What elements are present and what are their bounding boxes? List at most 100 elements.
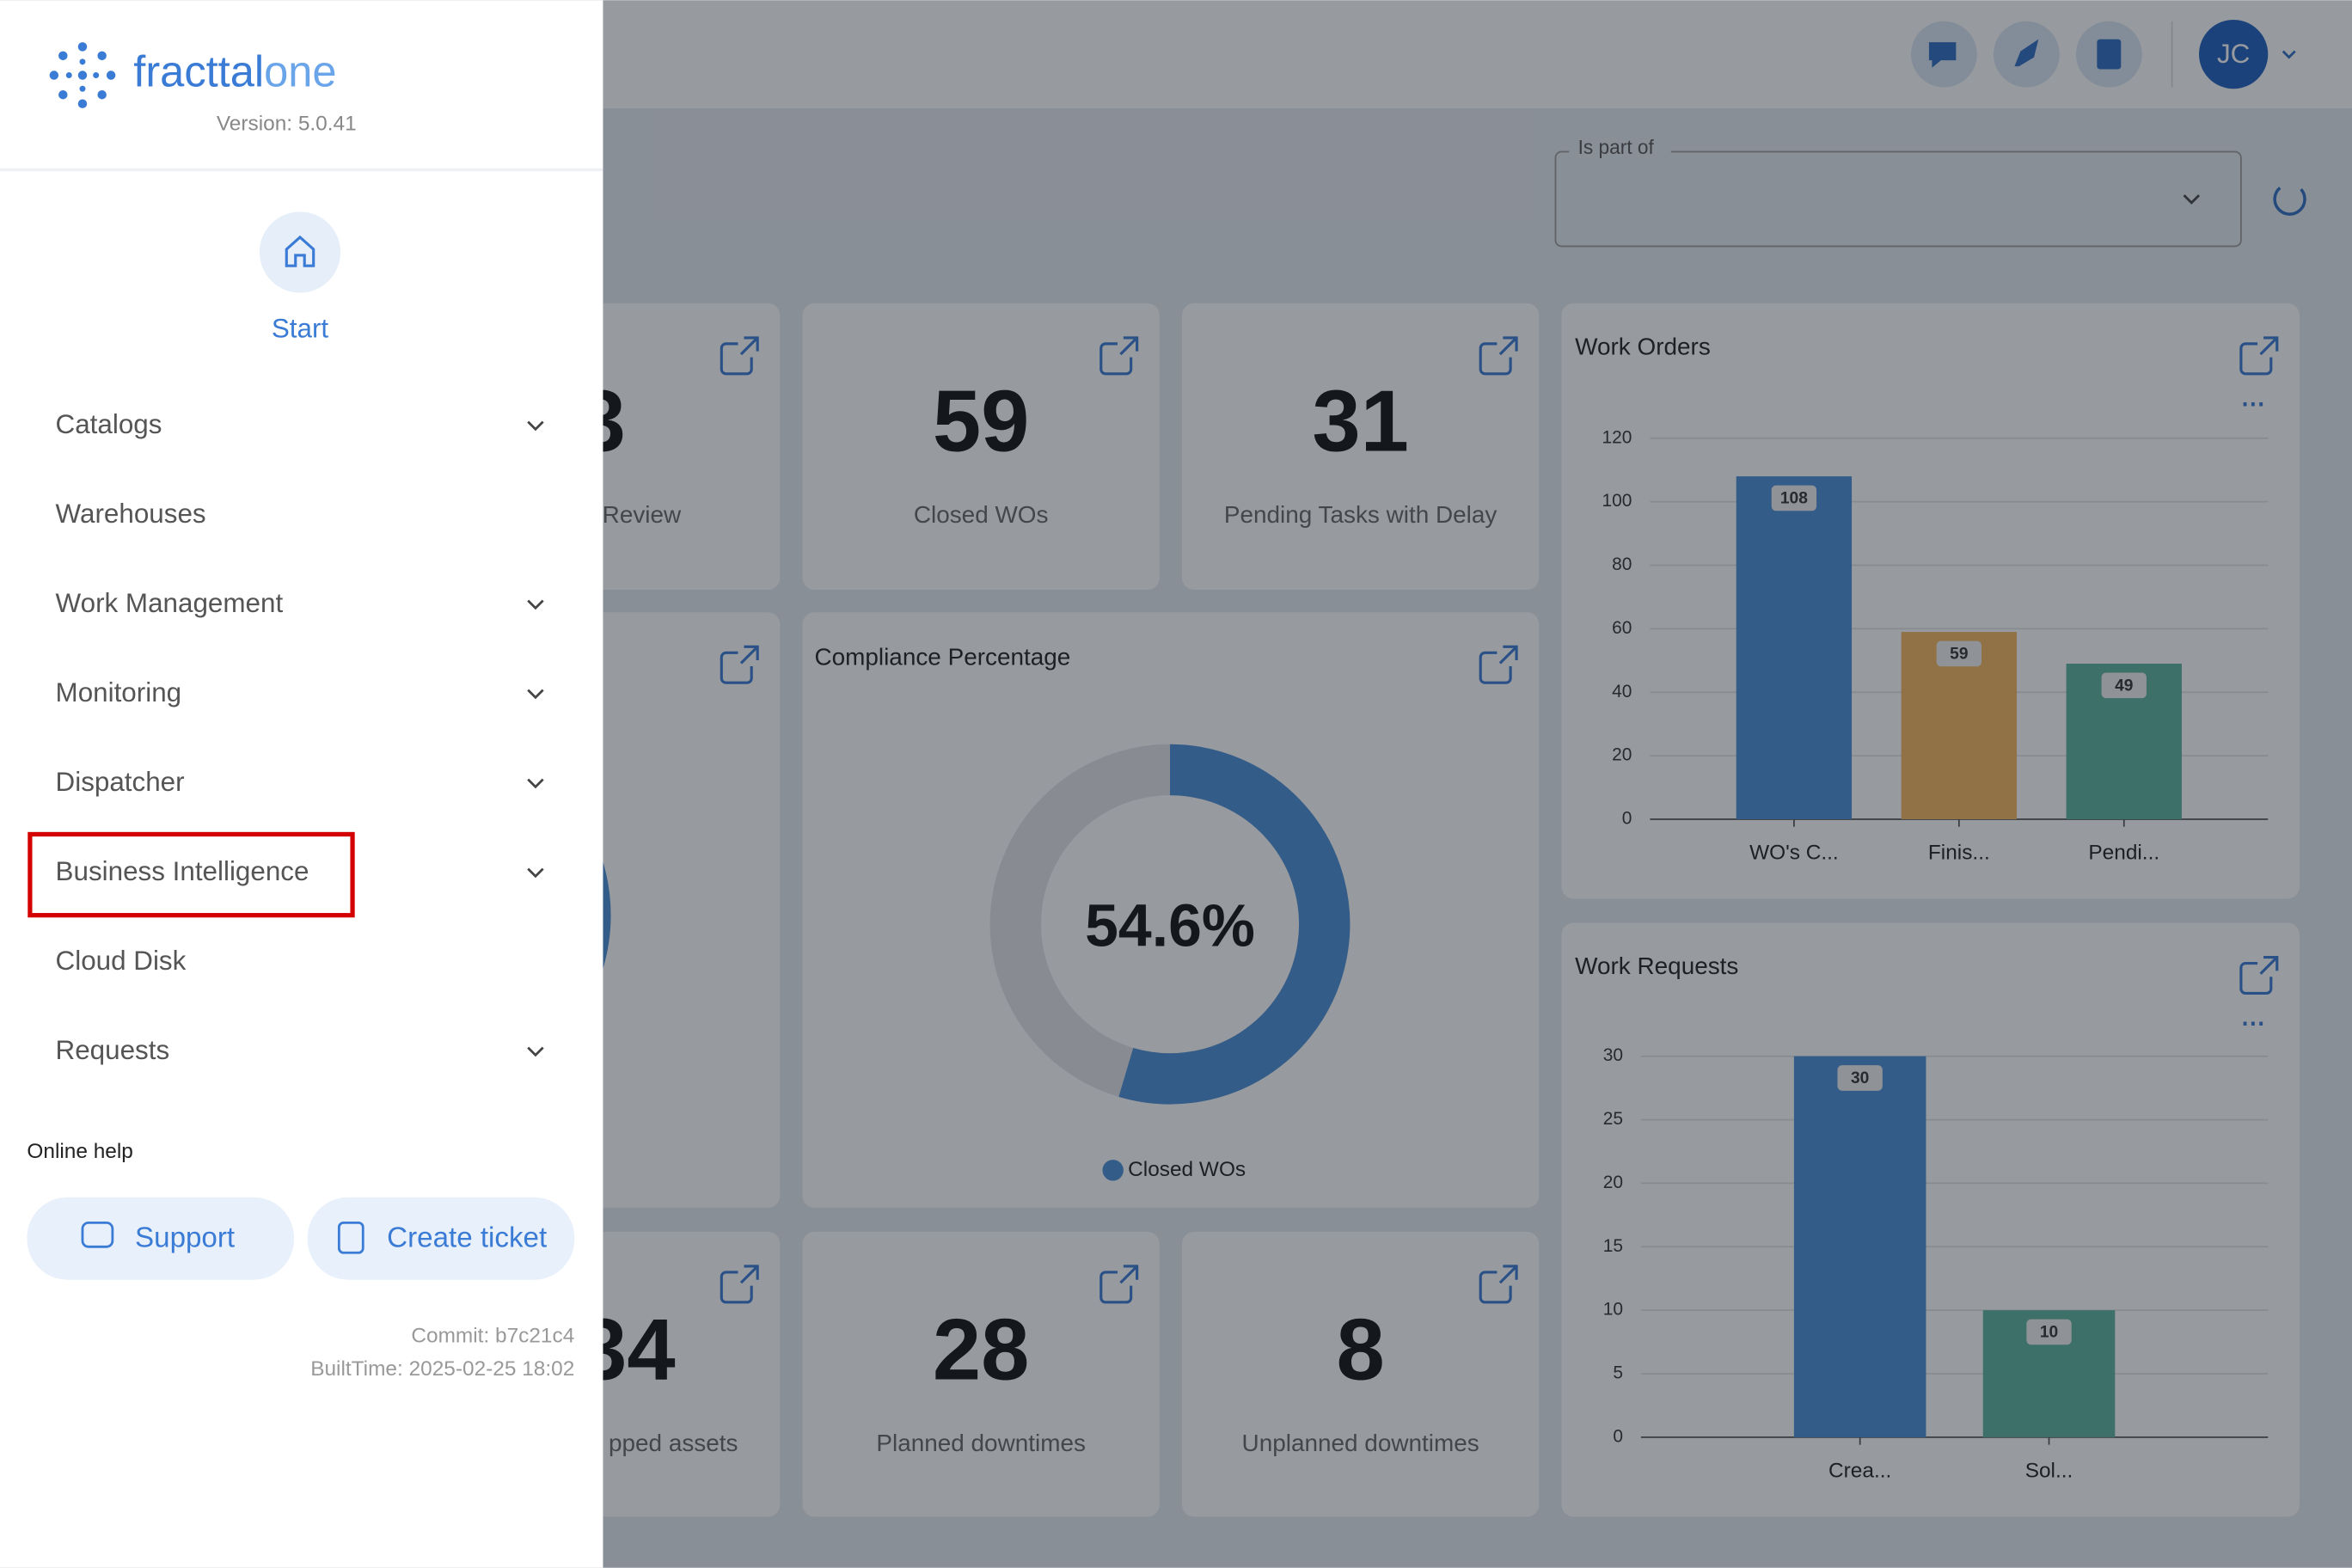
value-label-box	[2026, 1319, 2072, 1345]
open-link-icon[interactable]	[720, 645, 759, 684]
kpi-value: 31	[1312, 372, 1409, 469]
kpi-value: 28	[933, 1301, 1030, 1398]
y-tick-label: 40	[1612, 682, 1632, 701]
avatar-initials: JC	[2217, 39, 2250, 69]
value-label: 10	[2040, 1323, 2058, 1341]
sidebar: fracttalone Version: 5.0.41 Start Online…	[0, 0, 603, 1568]
menu-chevron	[527, 867, 544, 879]
open-link-icon[interactable]	[1099, 1265, 1139, 1304]
support-icon	[81, 1221, 114, 1248]
x-tick-label: WO's C...	[1749, 842, 1839, 865]
avatar-chevron	[2282, 50, 2296, 59]
filter: Is part of	[1554, 136, 2306, 248]
menu-item[interactable]: Warehouses	[56, 499, 206, 529]
card-title: Work Orders	[1575, 333, 1711, 359]
bar	[1736, 476, 1853, 820]
x-tick-label: Finis...	[1928, 842, 1990, 865]
kpi-value: 59	[933, 372, 1030, 469]
menu-item[interactable]: Cloud Disk	[56, 946, 187, 976]
card-title: Compliance Percentage	[814, 644, 1070, 671]
chat-icon	[1928, 42, 1957, 68]
kpi-value: 8	[1336, 1301, 1384, 1398]
y-tick-label: 100	[1602, 491, 1632, 511]
open-link-icon[interactable]	[1479, 645, 1518, 684]
x-tick-label: Crea...	[1828, 1459, 1891, 1482]
menu-item[interactable]: Catalogs	[56, 409, 162, 439]
card-title: Work Requests	[1575, 952, 1738, 979]
chart-menu[interactable]: ⋯	[2241, 390, 2265, 417]
filter-box[interactable]	[1554, 150, 2242, 248]
brand: fracttalone	[133, 47, 336, 96]
filter-chevron	[2183, 194, 2201, 205]
donut-center-label: 54.6%	[1085, 892, 1255, 959]
highlight-box	[28, 831, 355, 918]
y-tick-label: 15	[1603, 1236, 1623, 1256]
card	[1181, 303, 1540, 591]
open-link-icon[interactable]	[1099, 336, 1139, 376]
ticket-icon	[337, 1221, 364, 1254]
y-tick-label: 60	[1612, 618, 1632, 638]
y-tick-label: 20	[1603, 1173, 1623, 1192]
menu-chevron	[527, 1046, 544, 1057]
book-icon	[2097, 39, 2122, 70]
brand-suffix: one	[264, 47, 336, 96]
value-label: 49	[2115, 677, 2133, 695]
support-button[interactable]	[27, 1197, 294, 1280]
menu-item[interactable]: Work Management	[56, 588, 284, 618]
chart-menu[interactable]: ⋯	[2241, 1009, 2265, 1036]
brand-main: fracttal	[133, 47, 264, 96]
header-icons: JC	[1911, 19, 2296, 89]
y-tick-label: 80	[1612, 554, 1632, 574]
y-tick-label: 5	[1613, 1363, 1623, 1383]
x-tick-label: Sol...	[2025, 1459, 2073, 1482]
open-link-icon[interactable]	[720, 1265, 759, 1304]
rocket-icon	[2014, 39, 2039, 67]
bar	[1793, 1056, 1926, 1437]
card	[802, 612, 1540, 1208]
menu-item[interactable]: Business Intelligence	[56, 856, 309, 886]
refresh-button[interactable]	[2273, 187, 2306, 216]
card	[802, 303, 1160, 591]
kpi-label: Pending Tasks with Delay	[1224, 501, 1498, 528]
start-button[interactable]	[259, 211, 341, 293]
menu-chevron	[527, 778, 544, 789]
value-label-box	[2101, 672, 2147, 699]
open-link-icon[interactable]	[720, 336, 759, 376]
y-tick-label: 120	[1602, 427, 1632, 447]
online-help: Online help	[27, 1140, 132, 1163]
commit: Commit: b7c21c4	[411, 1324, 574, 1347]
logo-mark	[49, 42, 116, 108]
menu-item[interactable]: Requests	[56, 1035, 170, 1065]
legend-label: Closed WOs	[1128, 1158, 1246, 1181]
start-label: Start	[272, 313, 329, 343]
y-tick-label: 0	[1613, 1426, 1623, 1446]
label-gap	[1569, 138, 1671, 160]
y-tick-label: 20	[1612, 745, 1632, 765]
card	[802, 1231, 1160, 1517]
value-label: 30	[1851, 1069, 1869, 1087]
menu-chevron	[527, 420, 544, 432]
avatar[interactable]	[2199, 19, 2269, 89]
kpi-label: pped assets	[609, 1430, 738, 1456]
support-label: Support	[135, 1222, 235, 1253]
donut-arc	[1118, 744, 1351, 1105]
value-label-box	[1837, 1065, 1883, 1091]
menu-chevron	[527, 689, 544, 700]
open-link-icon[interactable]	[2239, 336, 2279, 376]
kpi-label: Closed WOs	[914, 501, 1049, 528]
value-label: 108	[1780, 489, 1808, 507]
open-link-icon[interactable]	[2239, 955, 2279, 995]
menu-chevron	[527, 599, 544, 610]
kpi-label: Unplanned downtimes	[1242, 1430, 1479, 1456]
y-tick-label: 10	[1603, 1300, 1623, 1320]
open-link-icon[interactable]	[1479, 1265, 1518, 1304]
value-label-box	[1771, 485, 1817, 511]
menu-item[interactable]: Monitoring	[56, 677, 182, 707]
menu-item[interactable]: Dispatcher	[56, 767, 185, 797]
value-label-box	[1936, 640, 1982, 667]
create-ticket-button[interactable]	[307, 1197, 575, 1280]
y-tick-label: 25	[1603, 1109, 1623, 1129]
open-link-icon[interactable]	[1479, 336, 1518, 376]
y-tick-label: 30	[1603, 1045, 1623, 1065]
